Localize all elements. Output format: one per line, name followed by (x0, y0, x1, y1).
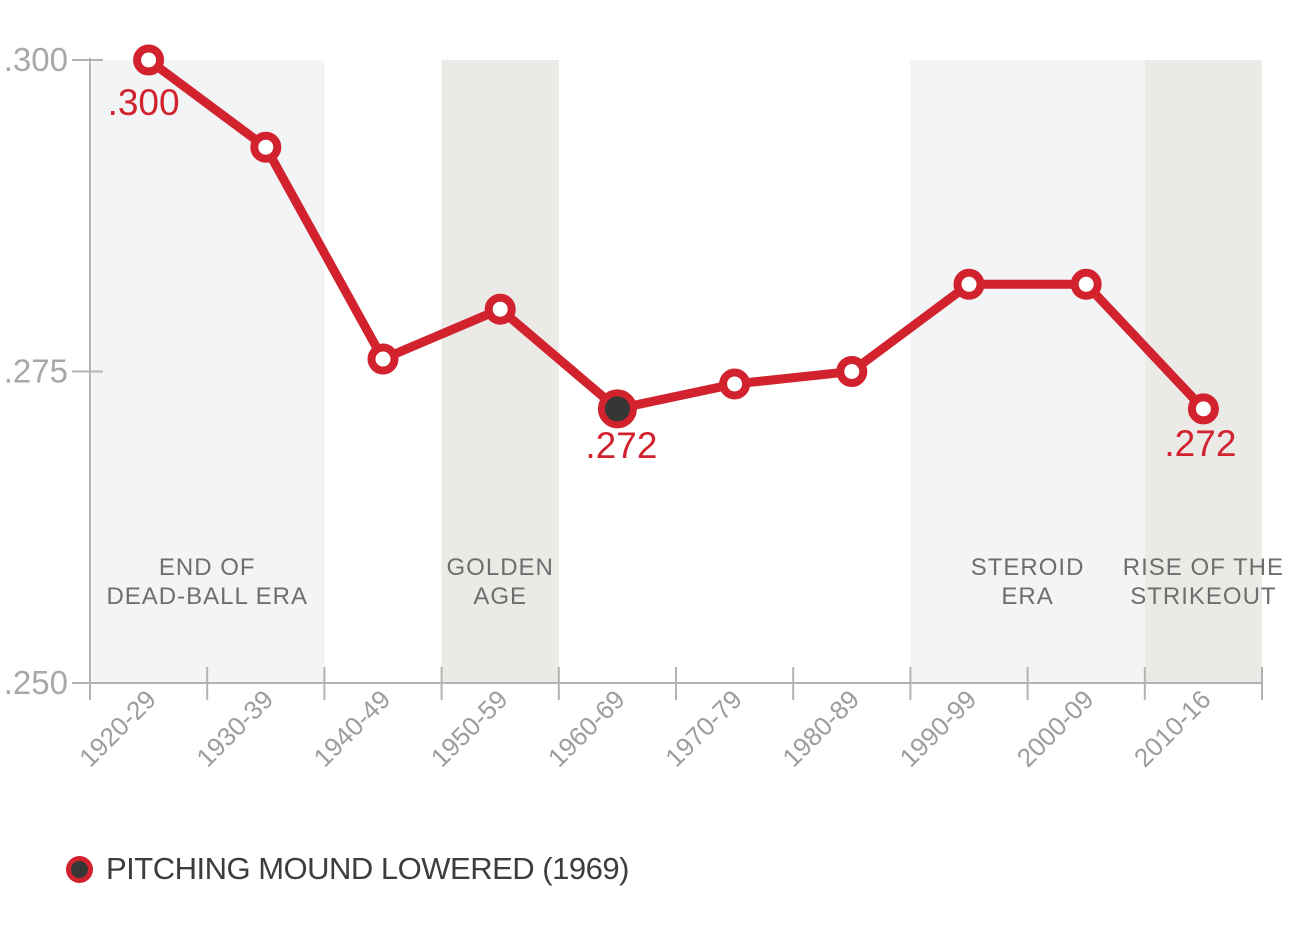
value-annotation: .272 (585, 425, 657, 466)
x-tick-label: 1940-49 (308, 684, 397, 773)
data-point-marker (367, 343, 399, 375)
data-point-marker (1187, 393, 1219, 425)
data-point-marker (133, 44, 165, 76)
era-band-label: STEROID ERA (971, 554, 1085, 610)
pitching-mound-lowered-marker (597, 389, 637, 429)
data-point-marker (719, 368, 751, 400)
data-point-marker (250, 131, 282, 163)
value-annotation: .300 (108, 82, 180, 123)
era-band-label: END OF DEAD-BALL ERA (106, 554, 308, 610)
data-point-marker (1070, 268, 1102, 300)
batting-average-line (145, 56, 1207, 414)
x-tick-label: 1950-59 (425, 684, 514, 773)
era-band-label: RISE OF THE STRIKEOUT (1123, 554, 1284, 610)
chart-legend: PITCHING MOUND LOWERED (1969) (66, 851, 629, 887)
data-point-marker (953, 268, 985, 300)
y-tick-label: .275 (4, 353, 68, 390)
x-tick-label: 2000-09 (1011, 684, 1100, 773)
x-tick-label: 1980-89 (776, 684, 865, 773)
legend-label: PITCHING MOUND LOWERED (1969) (106, 851, 629, 886)
x-tick-label: 1960-69 (542, 684, 631, 773)
y-tick-label: .250 (4, 664, 68, 701)
era-band (441, 60, 559, 683)
y-tick-label: .300 (4, 41, 68, 78)
value-annotation: .272 (1164, 423, 1236, 464)
pitching-mound-lowered-legend-marker (66, 855, 93, 883)
x-tick-label: 2010-16 (1128, 684, 1217, 773)
x-tick-label: 1990-99 (894, 684, 983, 773)
data-point-marker (484, 293, 516, 325)
era-band (92, 60, 325, 683)
x-tick-label: 1920-29 (73, 684, 162, 773)
era-band (910, 60, 1145, 683)
data-point-marker (836, 356, 868, 387)
x-tick-label: 1970-79 (659, 684, 748, 773)
era-band-label: GOLDEN AGE (447, 554, 554, 610)
x-tick-label: 1930-39 (190, 684, 279, 773)
